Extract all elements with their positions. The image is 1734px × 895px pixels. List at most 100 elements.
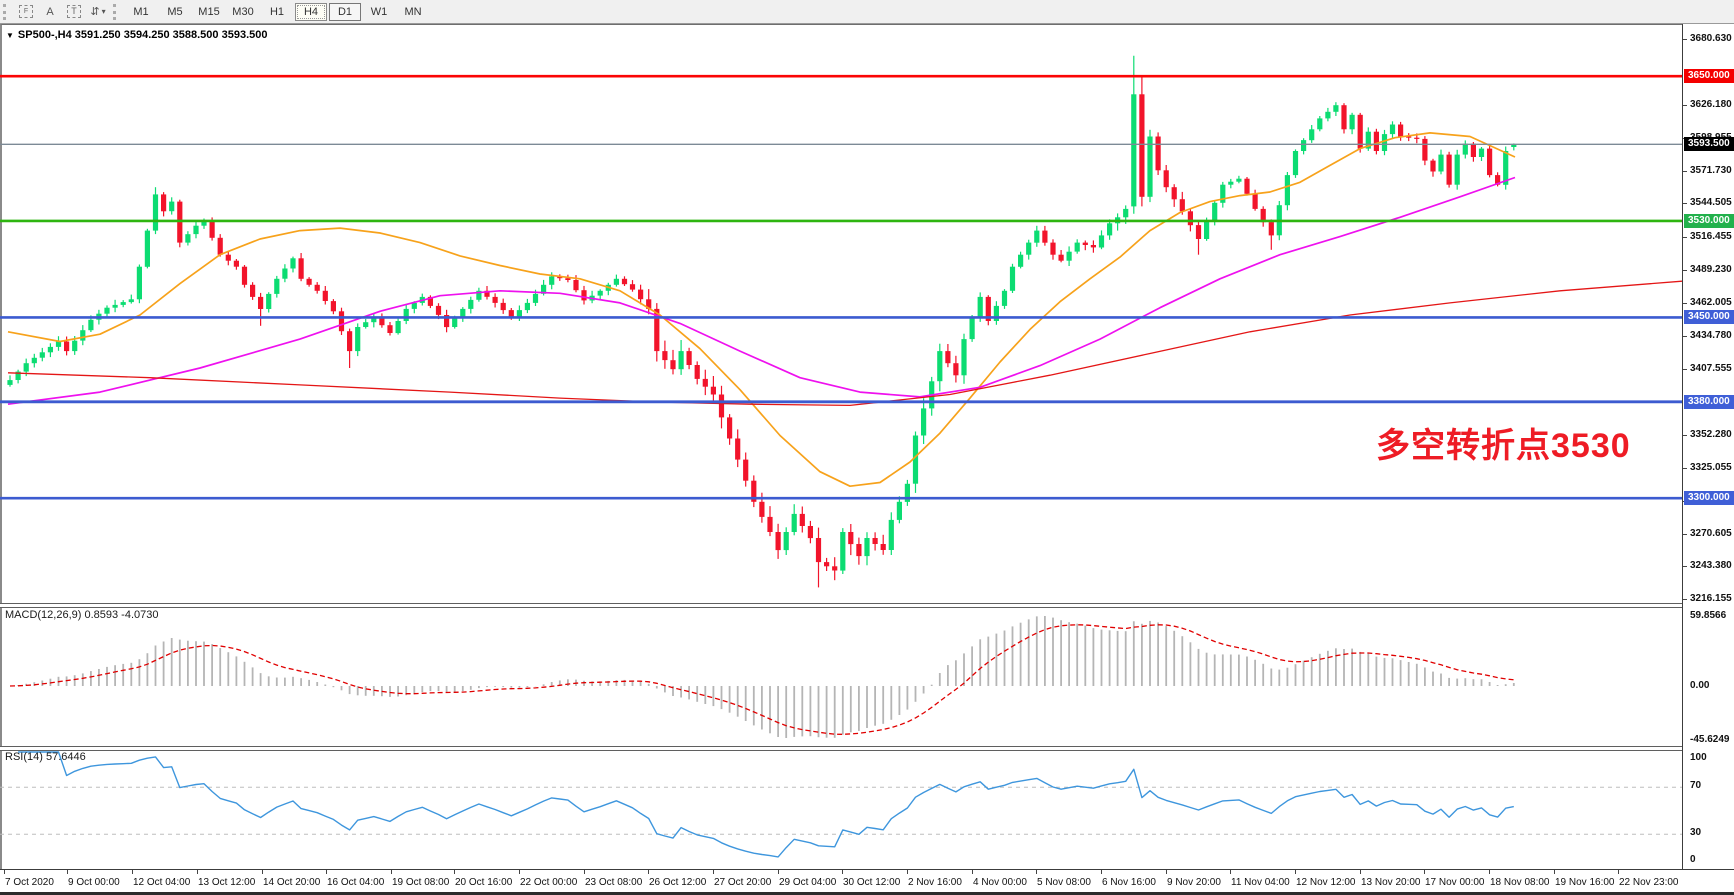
timeframe-button-h1[interactable]: H1 — [269, 5, 285, 18]
rsi-indicator-label: RSI(14) 57.6446 — [5, 751, 86, 763]
time-tick-label: 16 Oct 04:00 — [327, 877, 385, 888]
price-tick-label: 3216.155 — [1690, 593, 1732, 604]
price-tick-label: 3516.455 — [1690, 231, 1732, 242]
time-tick-label: 12 Nov 12:00 — [1296, 877, 1356, 888]
rsi-axis-label: 0 — [1690, 854, 1696, 865]
textbox-icon-glyph: T — [67, 5, 81, 18]
macd-axis-zero: 0.00 — [1690, 680, 1710, 691]
time-tick — [454, 870, 455, 874]
time-tick-label: 11 Nov 04:00 — [1231, 877, 1290, 888]
time-tick-label: 14 Oct 20:00 — [263, 877, 321, 888]
macd-pane[interactable] — [0, 607, 1682, 746]
templates-icon-glyph: F — [19, 5, 33, 18]
time-tick-label: 5 Nov 08:00 — [1037, 877, 1091, 888]
hline-price-tag: 3650.000 — [1684, 69, 1734, 83]
timeframe-button-m5[interactable]: M5 — [167, 5, 183, 18]
time-tick-label: 13 Oct 12:00 — [198, 877, 256, 888]
toolbar-grip[interactable] — [3, 3, 11, 20]
price-tick-label: 3680.630 — [1690, 33, 1732, 44]
time-tick-label: 19 Oct 08:00 — [392, 877, 450, 888]
macd-axis-min: -45.6249 — [1690, 734, 1730, 745]
time-tick — [648, 870, 649, 874]
price-tick-label: 3243.380 — [1690, 560, 1732, 571]
timeframe-button-group: M1 M5 M15 M30 H1 H4 D1 W1 MN — [124, 2, 430, 21]
main-price-chart[interactable] — [0, 24, 1682, 603]
templates-icon[interactable]: F — [15, 3, 37, 21]
time-tick — [326, 870, 327, 874]
arrange-icon[interactable]: ⇵ ▾ — [87, 3, 109, 21]
time-tick-label: 4 Nov 00:00 — [973, 877, 1027, 888]
macd-axis-max: 59.8566 — [1690, 610, 1727, 621]
price-tick — [1683, 468, 1687, 469]
time-tick — [907, 870, 908, 874]
price-tick — [1683, 105, 1687, 106]
price-tick-label: 3462.005 — [1690, 297, 1732, 308]
time-tick — [1101, 870, 1102, 874]
label-a-icon[interactable]: A — [46, 5, 54, 18]
rsi-pane[interactable] — [0, 750, 1682, 869]
price-tick-label: 3571.730 — [1690, 165, 1732, 176]
time-tick — [1360, 870, 1361, 874]
collapse-triangle-icon[interactable]: ▼ — [6, 31, 14, 40]
chart-ohlc-title: ▼ SP500-,H4 3591.250 3594.250 3588.500 35… — [6, 29, 267, 41]
timeframe-button-w1[interactable]: W1 — [370, 5, 388, 18]
price-tick — [1683, 599, 1687, 600]
time-tick-label: 22 Nov 23:00 — [1619, 877, 1679, 888]
timeframe-toolbar-grip[interactable] — [113, 3, 121, 20]
timeframe-button-m15[interactable]: M15 — [198, 5, 220, 18]
time-tick — [1230, 870, 1231, 874]
price-tick-label: 3407.555 — [1690, 363, 1732, 374]
dropdown-caret-icon: ▾ — [101, 7, 106, 16]
time-tick — [713, 870, 714, 874]
textbox-icon[interactable]: T — [63, 3, 85, 21]
hline-price-tag: 3380.000 — [1684, 395, 1734, 409]
time-tick-label: 27 Oct 20:00 — [714, 877, 772, 888]
price-tick-label: 3489.230 — [1690, 264, 1732, 275]
time-tick-label: 2 Nov 16:00 — [908, 877, 962, 888]
time-tick — [1424, 870, 1425, 874]
price-tick-label: 3352.280 — [1690, 429, 1732, 440]
time-tick-label: 7 Oct 2020 — [5, 877, 54, 888]
price-axis[interactable]: 3680.6303626.1803598.9553571.7303544.505… — [1682, 24, 1734, 869]
time-tick — [4, 870, 5, 874]
rsi-pane-splitter[interactable] — [0, 746, 1734, 751]
rsi-axis-label: 70 — [1690, 780, 1702, 791]
time-tick — [972, 870, 973, 874]
macd-pane-splitter[interactable] — [0, 603, 1734, 608]
price-tick — [1683, 534, 1687, 535]
time-tick — [1618, 870, 1619, 874]
timeframe-button-mn[interactable]: MN — [404, 5, 422, 18]
time-axis[interactable]: 7 Oct 2020 9 Oct 00:00 12 Oct 04:00 13 Oct … — [0, 869, 1734, 893]
time-tick-label: 9 Nov 20:00 — [1167, 877, 1221, 888]
time-tick — [1036, 870, 1037, 874]
time-tick-label: 17 Nov 00:00 — [1425, 877, 1485, 888]
time-tick — [1166, 870, 1167, 874]
rsi-line — [18, 751, 1514, 858]
time-tick-label: 29 Oct 04:00 — [779, 877, 837, 888]
time-tick-label: 18 Nov 08:00 — [1490, 877, 1550, 888]
timeframe-button-h4[interactable]: H4 — [295, 2, 327, 21]
price-tick — [1683, 270, 1687, 271]
timeframe-button-m1[interactable]: M1 — [133, 5, 149, 18]
timeframe-button-m30[interactable]: M30 — [232, 5, 254, 18]
timeframe-button-d1[interactable]: D1 — [329, 2, 361, 21]
time-tick — [584, 870, 585, 874]
time-tick — [778, 870, 779, 874]
time-tick-label: 26 Oct 12:00 — [649, 877, 707, 888]
price-tick — [1683, 336, 1687, 337]
time-tick — [262, 870, 263, 874]
arrange-icon-glyph: ⇵ — [90, 6, 100, 18]
price-tick-label: 3434.780 — [1690, 330, 1732, 341]
time-tick-label: 23 Oct 08:00 — [585, 877, 643, 888]
price-tick-label: 3626.180 — [1690, 99, 1732, 110]
ohlc-title-text: SP500-,H4 3591.250 3594.250 3588.500 359… — [17, 29, 268, 41]
price-tick — [1683, 566, 1687, 567]
ma-slow-red — [7, 280, 1682, 407]
time-tick — [1489, 870, 1490, 874]
price-tick-label: 3325.055 — [1690, 462, 1732, 473]
time-tick — [842, 870, 843, 874]
time-tick — [1295, 870, 1296, 874]
price-tick — [1683, 237, 1687, 238]
rsi-axis-label: 30 — [1690, 827, 1702, 838]
